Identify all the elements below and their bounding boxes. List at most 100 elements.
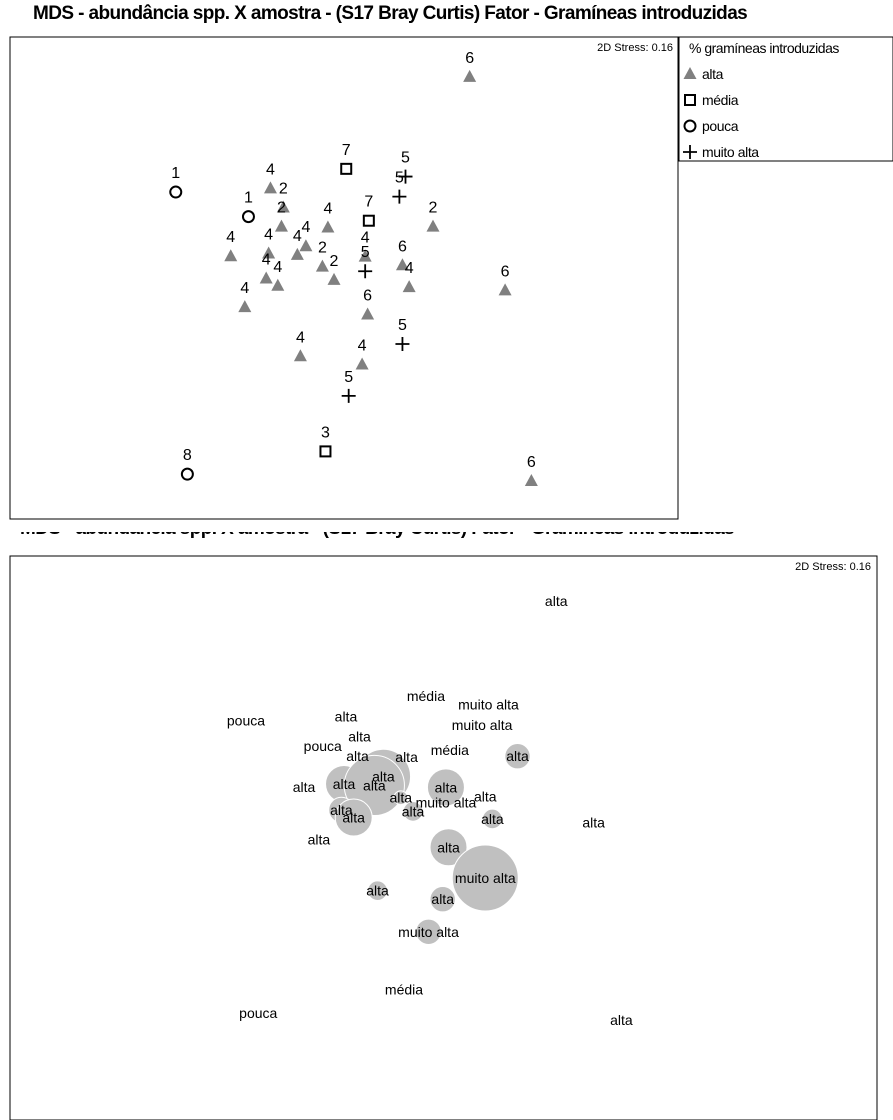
point-label-22: muito alta [416,794,477,810]
point-label: 4 [266,161,275,178]
point-8 [276,200,290,213]
bubble-29 [367,880,388,902]
point-label: 4 [262,252,271,269]
legend-entry-label: pouca [702,118,739,134]
point-label-31: muito alta [398,924,459,940]
point-18 [259,271,273,284]
bubble-31 [415,918,442,945]
stress-label: 2D Stress: 0.16 [795,561,871,573]
point-30 [355,357,369,370]
point-4 [392,189,407,204]
point-label: 5 [361,244,370,261]
point-label-21: alta [402,803,425,819]
point-label: 8 [183,447,192,464]
point-15 [299,239,313,252]
point-label: 5 [398,317,407,334]
point-label-1: alta [545,593,568,609]
bubble-17 [426,768,465,807]
point-label: 1 [171,165,180,182]
legend-title: % gramíneas introduzidas [689,40,839,56]
point-label-2: média [407,688,445,704]
point-label: 2 [279,181,288,198]
point-label: 4 [264,226,273,243]
point-label-17: alta [435,779,458,795]
point-2 [340,162,353,175]
point-27 [361,307,375,320]
point-label-15: alta [372,768,395,784]
legend-marker-square [684,94,696,106]
point-label: 6 [398,238,407,255]
point-label: 5 [344,369,353,386]
point-label: 5 [395,170,404,187]
point-label: 6 [527,454,536,471]
point-label-19: alta [342,810,365,826]
point-label-13: alta [293,779,316,795]
plot-frame [9,555,878,1120]
point-label: 4 [226,229,235,246]
point-24 [402,280,416,293]
legend-marker-plus [683,145,697,159]
point-label: 4 [323,201,332,218]
point-label-26: alta [308,832,331,848]
bubble-30 [429,886,456,913]
point-17 [358,249,372,262]
plot-frame [9,36,679,520]
point-label-7: pouca [304,738,342,754]
legend-entry-label: muito alta [702,144,759,160]
point-label-18: alta [330,802,353,818]
point-29 [293,349,307,362]
point-21 [327,272,341,285]
point-label: 6 [501,263,510,280]
point-7 [241,210,255,224]
point-label: 7 [364,194,373,211]
point-33 [180,467,194,481]
point-label: 6 [363,287,372,304]
point-10 [362,214,375,227]
point-9 [274,219,288,232]
point-label: 2 [277,200,286,217]
point-label-25: alta [582,814,605,830]
point-28 [395,337,410,352]
point-label-4: muito alta [452,717,513,733]
point-label: 4 [405,260,414,277]
point-label-8: alta [348,728,371,744]
point-19 [271,278,285,291]
point-label: 4 [301,219,310,236]
point-label: 7 [342,142,351,159]
stress-label: 2D Stress: 0.16 [597,42,673,54]
point-label: 4 [273,259,282,276]
bubble-27 [429,828,468,867]
point-34 [524,473,538,486]
point-label: 4 [361,230,370,247]
point-label: 4 [358,337,367,354]
legend-marker-circle [683,119,697,133]
bubble-11 [504,742,531,770]
bubble-21 [402,801,424,822]
point-label: 1 [244,190,253,207]
point-25 [498,283,512,296]
point-label-12: alta [395,749,418,765]
point-label-27: alta [437,839,460,855]
point-5 [169,185,183,199]
legend-marker-triangle [683,67,697,79]
point-label-23: alta [474,788,497,804]
point-label: 2 [330,253,339,270]
point-label: 4 [240,280,249,297]
point-31 [341,388,356,403]
point-label-20: alta [389,790,412,806]
point-label-9: alta [346,748,369,764]
point-label-33: pouca [239,1005,277,1021]
point-16 [290,247,304,260]
point-label-5: pouca [227,712,265,728]
point-label-32: média [385,981,423,997]
point-12 [321,220,335,233]
point-label: 2 [429,200,438,217]
point-label-10: média [431,742,469,758]
point-11 [426,219,440,232]
point-label: 4 [293,228,302,245]
point-label-24: alta [481,811,504,827]
legend-frame [678,36,893,162]
